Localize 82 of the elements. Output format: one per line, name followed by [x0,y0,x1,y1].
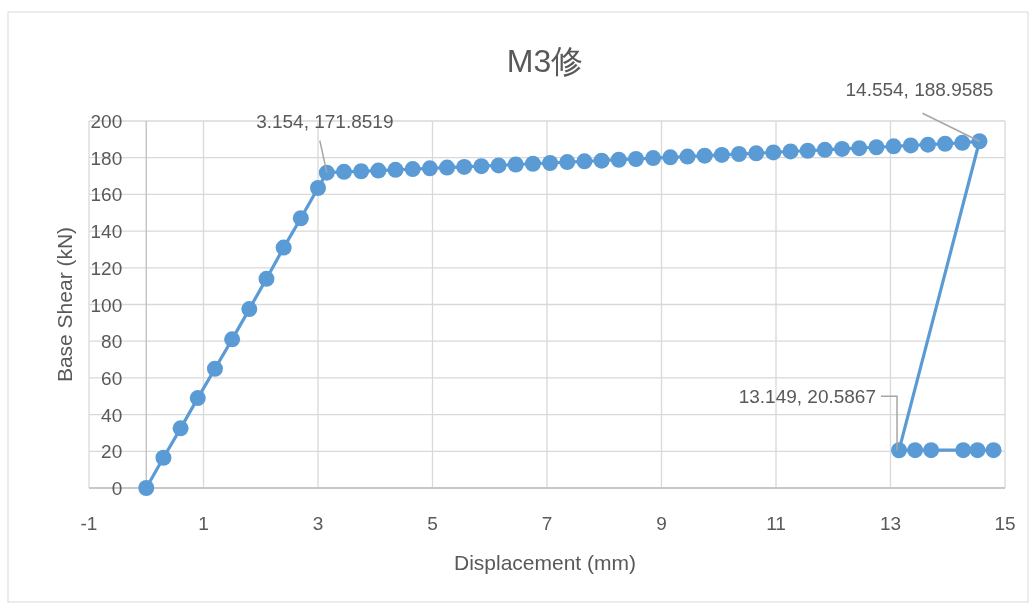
point [353,163,370,180]
x-tick-label: 9 [656,513,667,534]
point [954,134,971,151]
point [473,158,490,175]
point [206,360,223,377]
point [902,137,919,154]
point [370,162,387,179]
x-tick-label: 1 [198,513,209,534]
x-tick-label: 7 [541,513,553,534]
point [387,161,404,178]
x-tick-label: -1 [80,513,98,534]
point [172,420,189,437]
point [891,442,908,459]
annotation: 14.554, 188.9585 [845,79,994,101]
y-tick-label: 40 [101,404,123,426]
point [559,154,576,171]
point [885,138,902,155]
point [542,155,559,172]
y-tick-label: 20 [101,441,123,463]
point [318,164,335,181]
chart-title: M3修 [506,43,584,79]
point [679,148,696,165]
point [985,442,1002,459]
point [937,135,954,152]
point [258,270,275,287]
y-tick-label: 200 [90,111,123,132]
point [696,147,713,164]
x-tick-label: 15 [994,513,1016,534]
y-tick-label: 0 [111,478,123,499]
point [799,142,816,159]
point [955,442,972,459]
point [923,442,940,459]
point [456,158,473,175]
point [645,150,662,167]
y-tick-label: 80 [101,331,123,353]
point [782,143,799,160]
point [662,149,679,166]
y-tick-label: 100 [90,294,123,316]
point [335,163,352,180]
point [868,139,885,156]
annotation: 3.154, 171.8519 [256,110,394,132]
x-tick-label: 13 [879,513,902,534]
point [834,140,851,157]
point [627,150,644,167]
point [292,210,309,227]
point [310,179,326,196]
point [593,152,610,169]
x-tick-label: 11 [766,513,786,534]
point [155,449,172,466]
point [524,155,541,172]
point [189,390,206,407]
point [224,331,241,348]
point [971,133,988,150]
point [851,140,868,157]
point [713,146,730,163]
point [275,239,292,256]
x-tick-label: 5 [427,513,438,534]
y-tick-label: 120 [90,257,123,279]
y-tick-label: 180 [90,147,123,169]
annotation: 13.149, 20.5867 [738,386,877,408]
y-tick-label: 60 [101,367,123,389]
point [490,157,507,174]
y-tick-label: 140 [90,221,123,243]
point [816,141,833,158]
point [421,160,438,177]
point [907,442,924,459]
x-tick-label: 3 [312,513,324,534]
point [138,480,155,496]
point [507,156,524,173]
point [241,301,258,318]
y-tick-label: 160 [90,184,123,206]
point [765,144,782,161]
point [610,151,627,168]
y-axis-title: Base Shear (kN) [53,226,76,383]
point [919,136,936,153]
point [731,146,748,163]
point [748,145,765,162]
x-axis-title: Displacement (mm) [453,551,637,574]
point [439,159,456,176]
point [576,153,593,170]
point [404,161,421,178]
point [969,442,986,459]
